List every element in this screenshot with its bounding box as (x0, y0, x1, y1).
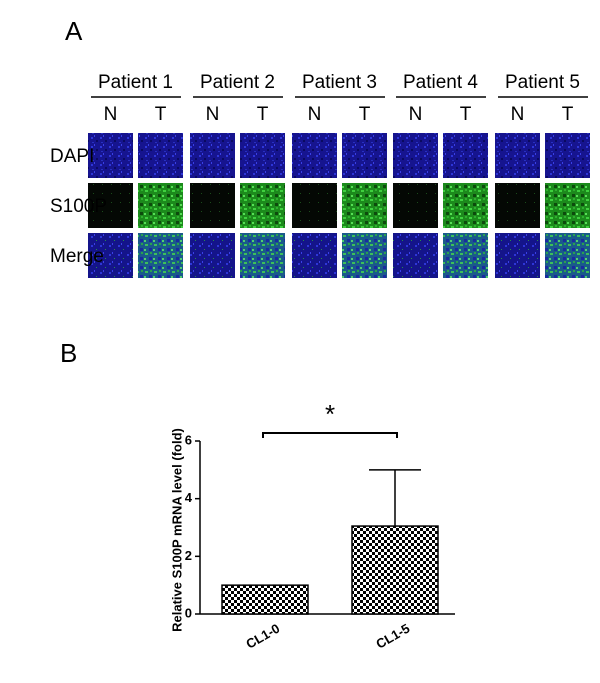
micrograph (443, 133, 488, 178)
image-grid: Patient 1 N T Patient 2 N T Patient 3 N T Patient… (50, 72, 590, 278)
micrograph (393, 233, 438, 278)
micrograph (240, 233, 285, 278)
micrograph (240, 133, 285, 178)
micrograph (342, 133, 387, 178)
y-tick-label: 6 (185, 432, 192, 447)
micrograph (443, 233, 488, 278)
patient-label: Patient 3 (302, 72, 377, 93)
micrograph (495, 183, 540, 228)
micrograph (138, 133, 183, 178)
column-label: N (308, 104, 322, 125)
micrograph (292, 133, 337, 178)
micrograph (190, 233, 235, 278)
y-tick-label: 2 (185, 548, 192, 563)
micrograph (495, 233, 540, 278)
micrograph (545, 233, 590, 278)
micrograph (393, 183, 438, 228)
column-label: T (257, 104, 269, 125)
micrograph (88, 233, 133, 278)
column-label: N (409, 104, 423, 125)
micrograph (190, 133, 235, 178)
row-label: Merge (50, 246, 104, 267)
column-label: T (359, 104, 371, 125)
bar-chart: 0 2 4 6 CL1-0 CL1-5 * (185, 399, 455, 652)
micrograph (342, 233, 387, 278)
micrograph (495, 133, 540, 178)
micrograph (88, 183, 133, 228)
column-label: N (104, 104, 118, 125)
patient-label: Patient 5 (505, 72, 580, 93)
micrograph (138, 183, 183, 228)
bar (221, 584, 309, 615)
micrograph (292, 233, 337, 278)
x-tick-label: CL1-5 (373, 621, 412, 652)
patient-label: Patient 4 (403, 72, 478, 93)
significance-label: * (325, 399, 335, 429)
row-label: DAPI (50, 146, 94, 167)
micrograph (393, 133, 438, 178)
y-tick-label: 4 (185, 490, 193, 505)
micrograph (240, 183, 285, 228)
column-label: N (511, 104, 525, 125)
y-tick-label: 0 (185, 605, 192, 620)
column-label: T (460, 104, 472, 125)
micrograph (342, 183, 387, 228)
y-axis-label: Relative S100P mRNA level (fold) (169, 428, 184, 632)
micrograph (443, 183, 488, 228)
x-tick-label: CL1-0 (243, 621, 282, 652)
patient-label: Patient 2 (200, 72, 275, 93)
column-label: T (562, 104, 574, 125)
patient-label: Patient 1 (98, 72, 173, 93)
panel-label: A (65, 16, 83, 46)
micrograph (545, 183, 590, 228)
bar (351, 525, 439, 615)
micrograph (292, 183, 337, 228)
significance-bracket (262, 432, 398, 438)
micrograph (545, 133, 590, 178)
panel-label: B (60, 338, 77, 368)
micrograph (88, 133, 133, 178)
row-label: S100P (50, 196, 107, 217)
micrograph (190, 183, 235, 228)
column-label: N (206, 104, 220, 125)
column-label: T (155, 104, 167, 125)
micrograph (138, 233, 183, 278)
